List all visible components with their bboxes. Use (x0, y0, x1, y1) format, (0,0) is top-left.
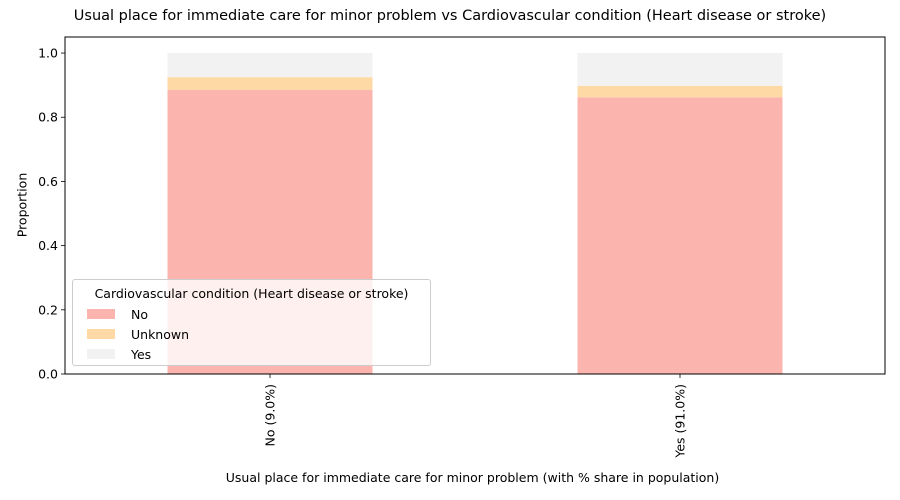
y-tick-label-2: 0.4 (38, 238, 58, 253)
legend-swatch-no (87, 309, 115, 319)
y-tick-label-0: 0.0 (38, 367, 58, 382)
legend: Cardiovascular condition (Heart disease … (72, 279, 431, 366)
bar-no-1 (577, 97, 783, 374)
legend-item-yes: Yes (87, 346, 151, 362)
legend-title: Cardiovascular condition (Heart disease … (94, 286, 409, 301)
y-tick-label-1: 0.2 (38, 302, 58, 317)
y-tick-label-5: 1.0 (38, 46, 58, 61)
legend-item-no: No (87, 306, 148, 322)
x-tick-label-0: No (9.0%) (263, 384, 278, 446)
legend-item-unknown: Unknown (87, 326, 189, 342)
y-tick-label-3: 0.6 (38, 174, 58, 189)
y-tick-label-4: 0.8 (38, 110, 58, 125)
bar-yes-1 (577, 53, 783, 86)
plot-frame (64, 36, 886, 375)
x-tick-label-1: Yes (91.0%) (673, 384, 688, 459)
x-axis-label: Usual place for immediate care for minor… (225, 470, 720, 485)
legend-swatch-unknown (87, 329, 115, 339)
legend-swatch-yes (87, 349, 115, 359)
legend-label-unknown: Unknown (131, 326, 190, 342)
chart-title: Usual place for immediate care for minor… (73, 8, 827, 24)
legend-label-no: No (131, 306, 148, 322)
bar-yes-0 (167, 53, 373, 78)
legend-label-yes: Yes (131, 346, 152, 362)
bar-unknown-1 (577, 85, 783, 98)
bar-unknown-0 (167, 77, 373, 90)
y-axis-label: Proportion (14, 172, 30, 238)
